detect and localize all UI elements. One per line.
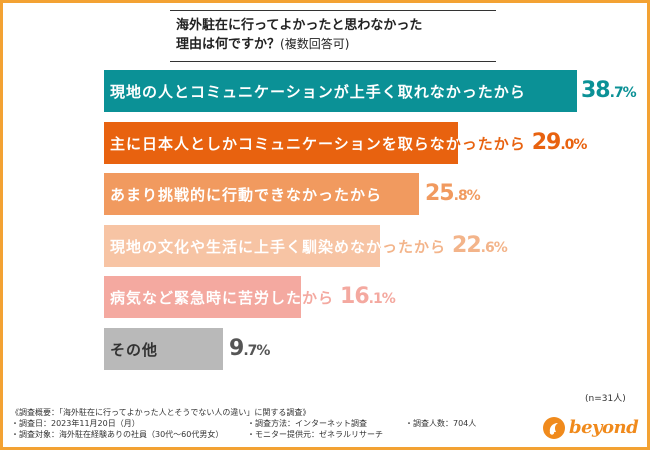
bar-1 [104, 70, 577, 112]
bar-6 [104, 328, 223, 370]
bar-value-2: 29.0% [531, 130, 588, 155]
survey-provider: ・モニター提供元：ゼネラルリサーチ [247, 430, 383, 439]
bar-value-3: 25.8% [425, 181, 481, 206]
sample-size-note: (n=31人) [585, 394, 626, 404]
bar-label-3: あまり挑戦的に行動できなかったから [110, 186, 383, 204]
chart-title: 海外駐在に行ってよかったと思わなかった 理由は何ですか？(複数回答可) [170, 10, 496, 62]
bar-label-2: 主に日本人としかコミュニケーションを取らなかったから [110, 135, 526, 153]
survey-count: ・調査人数：704人 [405, 419, 477, 428]
title-question: 理由は何ですか？ [176, 37, 281, 52]
survey-title: 《調査概要：「海外駐在に行ってよかった人とそうでない人の違い」に関する調査》 [11, 408, 311, 417]
bar-3 [104, 173, 419, 215]
bar-value-4: 22.6% [452, 233, 508, 258]
survey-date: ・調査日：2023年11月20日（月） [11, 419, 140, 428]
brand-name: beyond [569, 417, 639, 438]
bar-value-5: 16.1% [340, 284, 396, 309]
title-line-2: 理由は何ですか？(複数回答可) [176, 35, 496, 54]
bar-label-6: その他 [110, 341, 159, 359]
logo-mark-icon [543, 417, 565, 439]
bar-value-1: 38.7% [581, 78, 637, 103]
bar-label-5: 病気など緊急時に苦労したから [110, 289, 335, 307]
bar-4 [104, 225, 380, 267]
bar-value-6: 9.7% [229, 336, 270, 361]
title-suffix: (複数回答可) [280, 37, 350, 51]
bar-5 [104, 276, 301, 318]
bar-label-4: 現地の文化や生活に上手く馴染めなかったから [110, 238, 447, 256]
bar-2 [104, 122, 458, 164]
survey-target: ・調査対象：海外駐在経験ありの社員（30代～60代男女） [11, 430, 224, 439]
title-line-1: 海外駐在に行ってよかったと思わなかった [176, 18, 423, 33]
bar-label-1: 現地の人とコミュニケーションが上手く取れなかったから [110, 83, 526, 101]
survey-method: ・調査方法：インターネット調査 [247, 419, 367, 428]
